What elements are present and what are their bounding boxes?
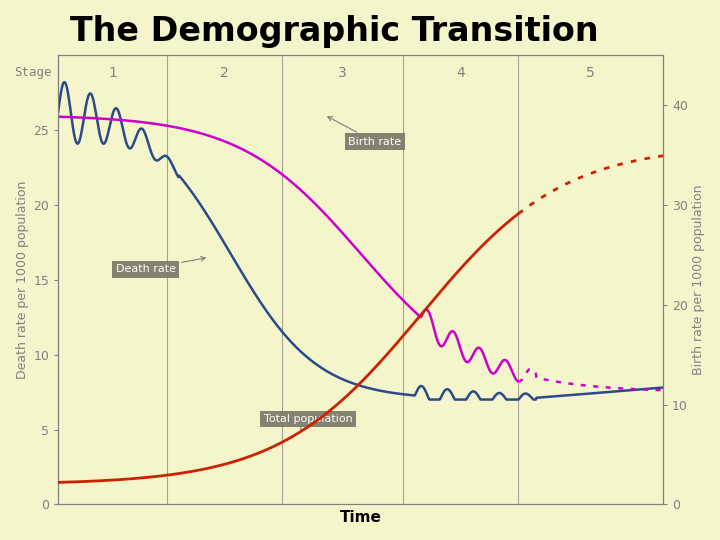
Text: 4: 4 [456,66,464,80]
X-axis label: Time: Time [340,510,382,525]
Text: 5: 5 [586,66,595,80]
Y-axis label: Birth rate per 1000 population: Birth rate per 1000 population [692,185,705,375]
Text: 2: 2 [220,66,229,80]
Text: Stage: Stage [14,66,52,79]
Y-axis label: Death rate per 1000 population: Death rate per 1000 population [16,180,29,379]
Text: 3: 3 [338,66,347,80]
Text: The Demographic Transition: The Demographic Transition [70,15,599,48]
Text: Birth rate: Birth rate [328,117,402,147]
Text: 1: 1 [108,66,117,80]
Text: Death rate: Death rate [115,256,205,274]
Text: Total population: Total population [264,414,353,431]
